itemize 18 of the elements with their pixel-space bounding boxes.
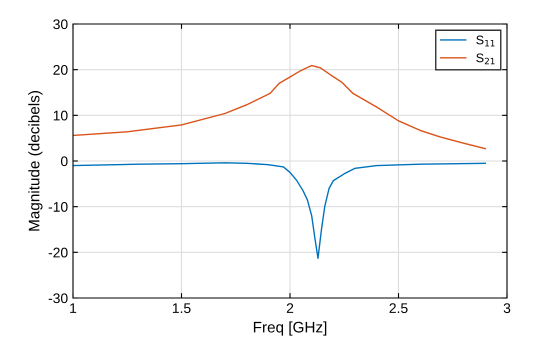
y-tick-label: 10 xyxy=(54,110,68,121)
x-tick-label: 3 xyxy=(504,303,510,314)
x-tick-label: 1.5 xyxy=(172,303,191,314)
x-tick-label: 2 xyxy=(286,303,294,313)
legend-label: S$_{21}$ xyxy=(476,53,495,64)
y-tick-label: -20 xyxy=(48,248,68,258)
legend-label: S$_{11}$ xyxy=(476,36,495,46)
y-tick-label: -30 xyxy=(48,293,68,304)
x-tick-label: 1 xyxy=(70,303,76,313)
line-series xyxy=(73,162,486,259)
y-tick-label: 20 xyxy=(53,65,68,75)
x-axis-title: Freq [GHz] xyxy=(254,321,326,336)
y-axis-title: Magnitude (decibels) xyxy=(28,91,43,231)
x-tick-label: 2.5 xyxy=(390,303,408,314)
y-tick-label: -10 xyxy=(48,202,68,212)
line-series xyxy=(73,64,486,150)
y-tick-label: 30 xyxy=(53,19,68,30)
y-tick-label: 0 xyxy=(60,156,68,166)
